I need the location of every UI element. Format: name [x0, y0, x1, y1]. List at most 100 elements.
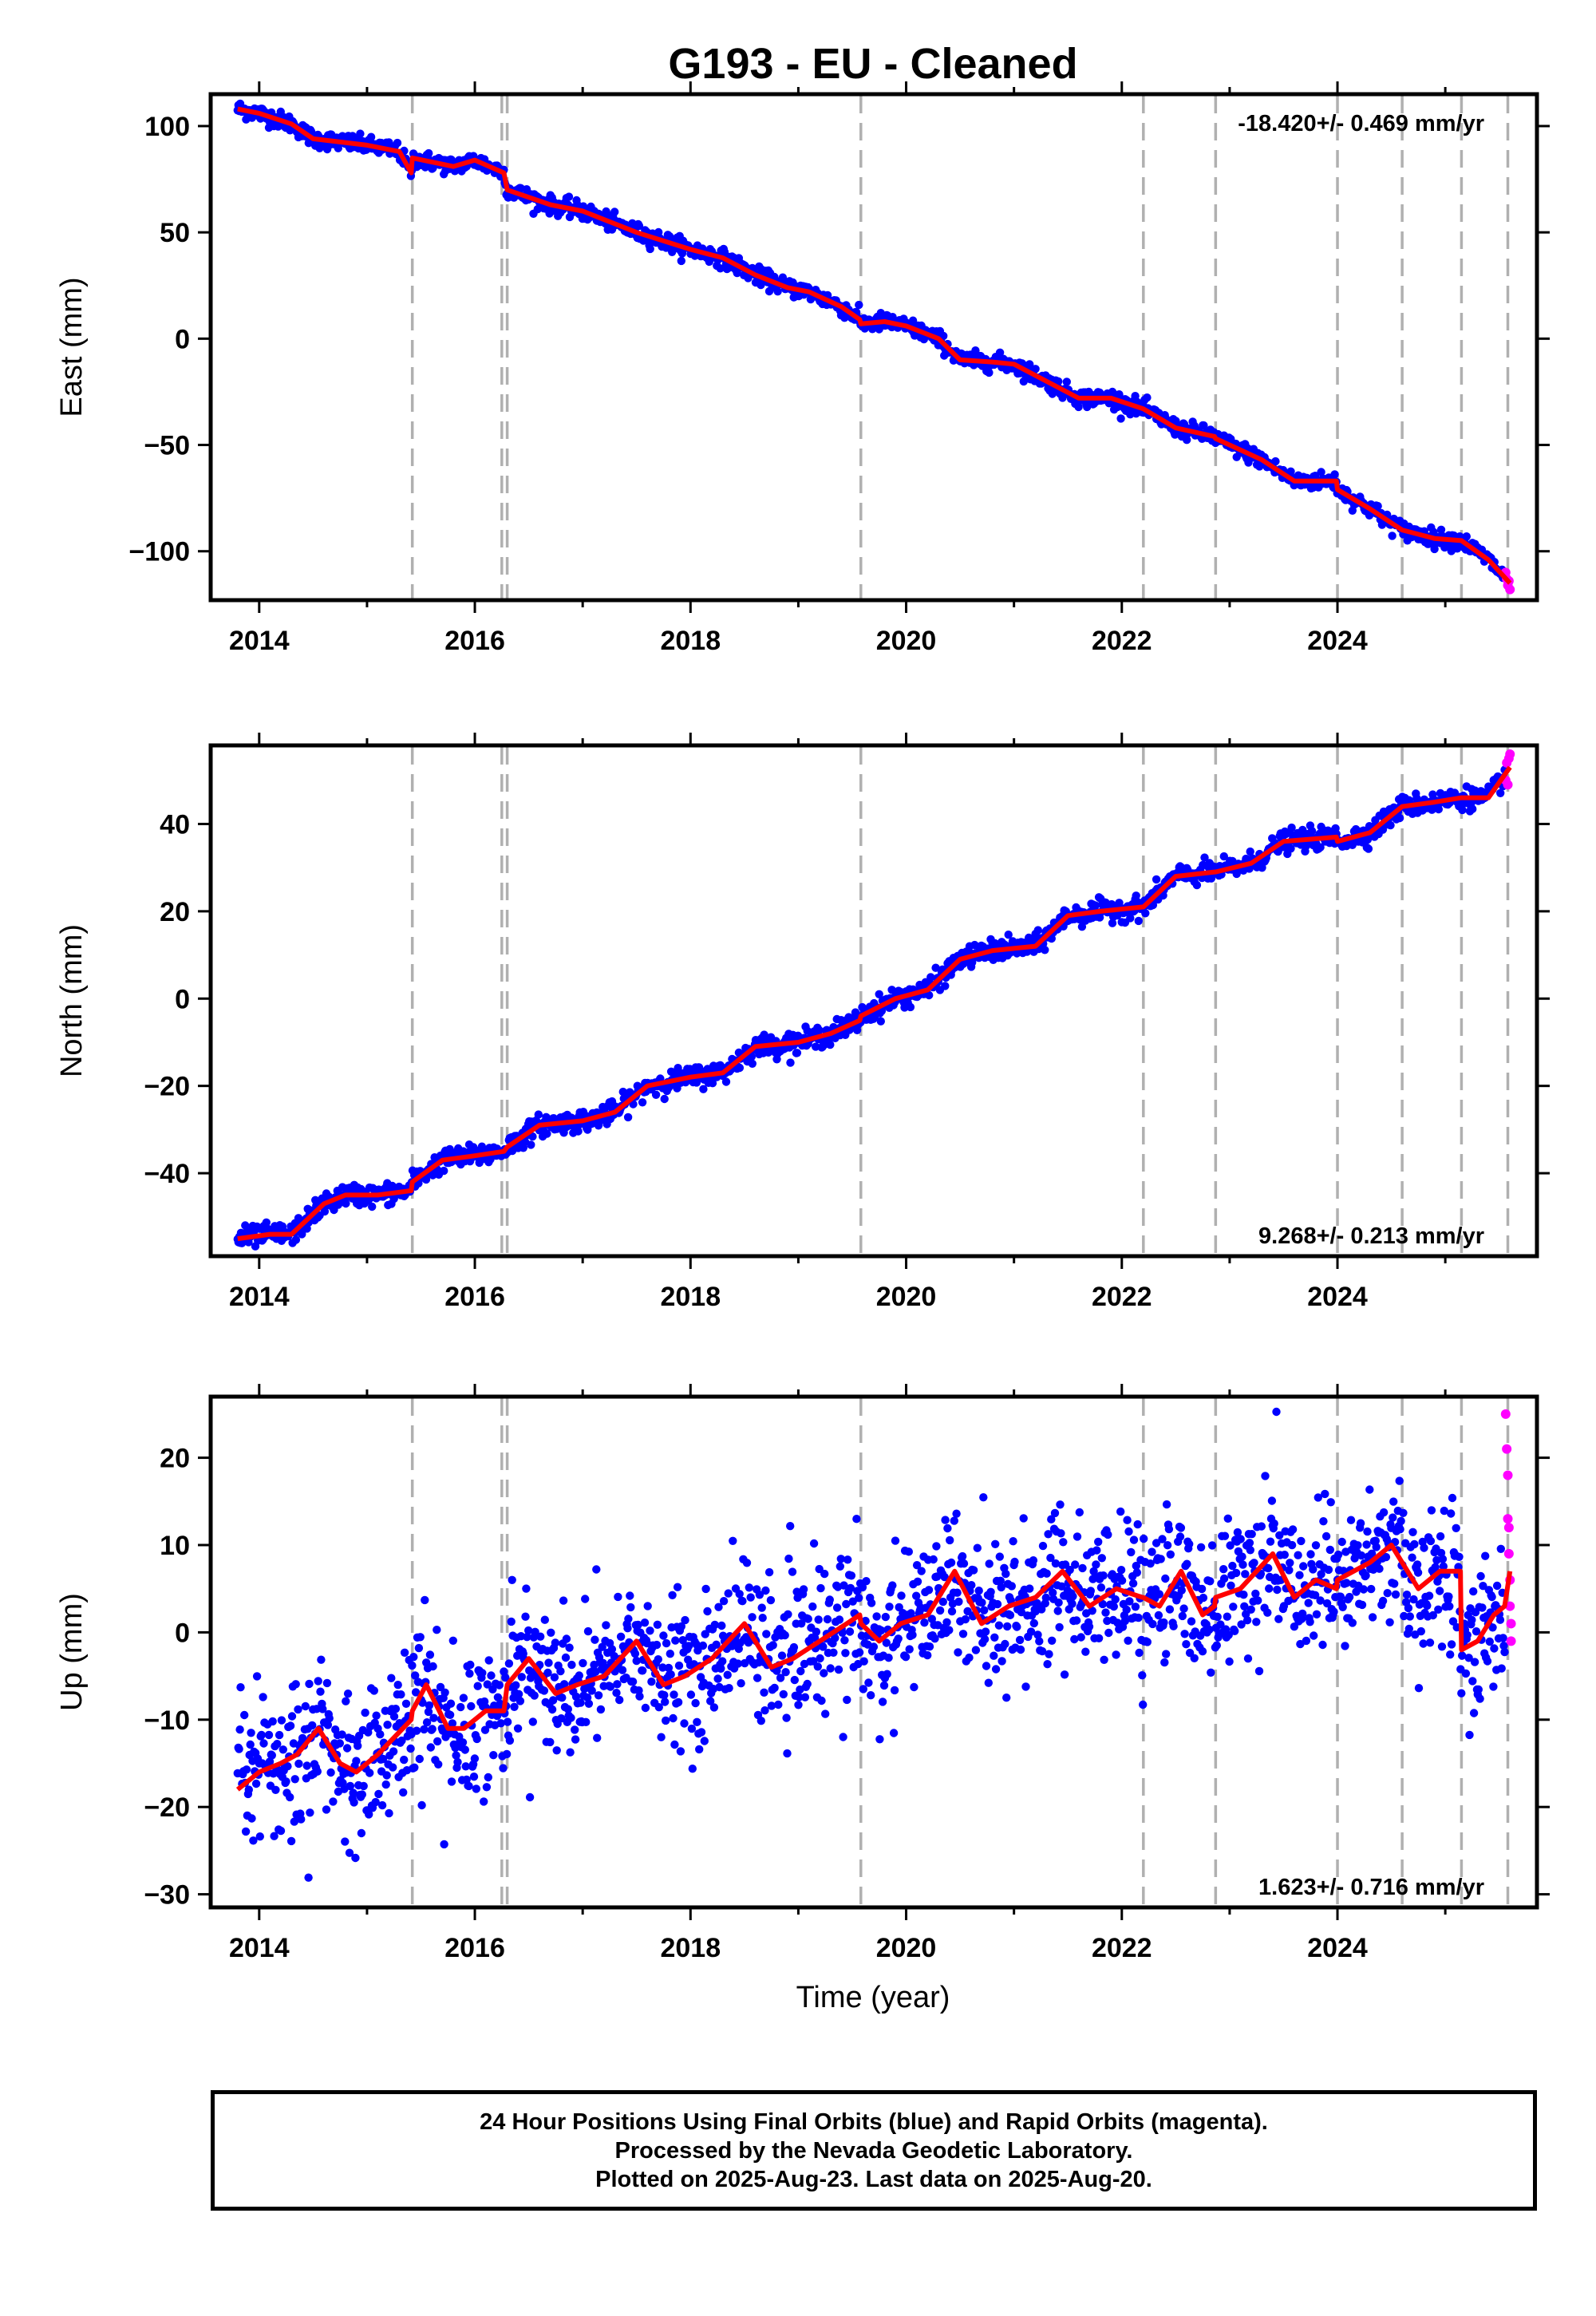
final-orbit-point	[1192, 880, 1202, 890]
x-tick-label: 2020	[876, 626, 937, 656]
final-orbit-point	[993, 1599, 1002, 1609]
final-orbit-point	[480, 1797, 488, 1806]
final-orbit-point	[1428, 1611, 1438, 1620]
rapid-orbit-point	[1500, 1409, 1511, 1419]
final-orbit-point	[1096, 1583, 1106, 1592]
final-orbit-point	[1002, 1694, 1011, 1702]
final-orbit-point	[323, 1721, 333, 1729]
final-orbit-point	[377, 1800, 387, 1810]
final-orbit-point	[320, 1207, 330, 1216]
final-orbit-point	[1035, 1637, 1044, 1646]
final-orbit-point	[753, 1674, 762, 1682]
final-orbit-point	[1330, 470, 1339, 479]
final-orbit-point	[693, 1717, 701, 1726]
final-orbit-point	[495, 1681, 504, 1690]
final-orbit-point	[986, 1587, 995, 1597]
final-orbit-point	[1162, 1650, 1171, 1658]
final-orbit-point	[425, 1701, 434, 1710]
final-orbit-point	[1200, 853, 1209, 862]
final-orbit-point	[729, 1536, 737, 1546]
y-tick-label: 20	[160, 897, 190, 927]
final-orbit-point	[1133, 1520, 1142, 1529]
final-orbit-point	[963, 1607, 972, 1616]
final-orbit-point	[294, 1759, 303, 1769]
final-orbit-point	[659, 1631, 668, 1640]
final-orbit-point	[674, 1661, 684, 1670]
final-orbit-point	[1499, 1642, 1508, 1650]
final-orbit-point	[1247, 1530, 1256, 1539]
final-orbit-point	[1265, 1584, 1274, 1593]
final-orbit-point	[994, 1621, 1004, 1630]
final-orbit-point	[1089, 1567, 1098, 1576]
final-orbit-point	[1402, 1591, 1412, 1599]
final-orbit-point	[1216, 1620, 1225, 1629]
final-orbit-point	[508, 1575, 516, 1585]
final-orbit-points	[233, 1407, 1516, 1882]
final-orbit-point	[1302, 1636, 1311, 1646]
rapid-orbit-point	[1503, 1523, 1514, 1533]
final-orbit-point	[1316, 1596, 1325, 1605]
final-orbit-point	[1476, 1694, 1484, 1703]
final-orbit-point	[242, 1765, 251, 1774]
final-orbit-point	[1045, 1650, 1053, 1658]
final-orbit-point	[1310, 1591, 1320, 1600]
final-orbit-point	[421, 1175, 431, 1184]
final-orbit-point	[1363, 1527, 1372, 1536]
final-orbit-point	[812, 1042, 820, 1051]
final-orbit-point	[906, 1002, 915, 1012]
final-orbit-point	[748, 1613, 757, 1622]
final-orbit-point	[1317, 1570, 1325, 1579]
final-orbit-point	[562, 1634, 571, 1643]
final-orbit-point	[277, 1716, 286, 1725]
final-orbit-point	[1128, 1579, 1138, 1588]
final-orbit-point	[925, 990, 934, 1000]
final-orbit-point	[908, 1630, 917, 1639]
final-orbit-point	[484, 1773, 492, 1782]
final-orbit-point	[1246, 847, 1254, 856]
final-orbit-point	[670, 1740, 679, 1749]
footer-line-2: Processed by the Nevada Geodetic Laborat…	[614, 2137, 1133, 2164]
y-tick-label: 0	[175, 324, 190, 354]
final-orbit-point	[422, 1718, 432, 1727]
final-orbit-point	[803, 1679, 812, 1689]
rapid-orbit-point	[1505, 584, 1515, 595]
final-orbit-point	[748, 1059, 757, 1069]
final-orbit-point	[433, 1626, 441, 1634]
final-orbit-point	[990, 1633, 999, 1642]
final-orbit-point	[382, 1771, 391, 1780]
final-orbit-point	[547, 1705, 557, 1714]
final-orbit-point	[1084, 1622, 1094, 1631]
final-orbit-point	[635, 1692, 644, 1701]
final-orbit-point	[1428, 790, 1437, 799]
final-orbit-point	[574, 1127, 583, 1136]
final-orbit-point	[1378, 1596, 1388, 1606]
final-orbit-point	[460, 1745, 469, 1754]
final-orbit-point	[592, 1565, 601, 1574]
final-orbit-point	[924, 1586, 934, 1595]
final-orbit-point	[1321, 1531, 1331, 1541]
final-orbit-point	[265, 1757, 275, 1766]
final-orbit-point	[804, 1614, 812, 1623]
final-orbit-point	[270, 1832, 279, 1840]
final-orbit-point	[294, 1705, 302, 1714]
final-orbit-point	[888, 1581, 897, 1590]
final-orbit-point	[1357, 1551, 1366, 1560]
final-orbit-point	[1055, 1622, 1064, 1632]
final-orbit-point	[1166, 1550, 1175, 1559]
final-orbit-point	[1345, 1592, 1354, 1602]
final-orbit-point	[647, 1678, 656, 1686]
final-orbit-point	[706, 1697, 715, 1705]
final-orbit-point	[1124, 1527, 1133, 1536]
final-orbit-point	[878, 1697, 887, 1706]
final-orbit-point	[1152, 875, 1161, 884]
final-orbit-point	[316, 1687, 325, 1696]
final-orbit-point	[814, 1615, 823, 1624]
final-orbit-point	[1124, 1636, 1132, 1645]
final-orbit-point	[267, 1751, 276, 1760]
final-orbit-point	[1457, 1689, 1466, 1697]
final-orbit-point	[1414, 1684, 1424, 1693]
final-orbit-point	[1419, 1639, 1428, 1648]
final-orbit-point	[1010, 1557, 1019, 1567]
